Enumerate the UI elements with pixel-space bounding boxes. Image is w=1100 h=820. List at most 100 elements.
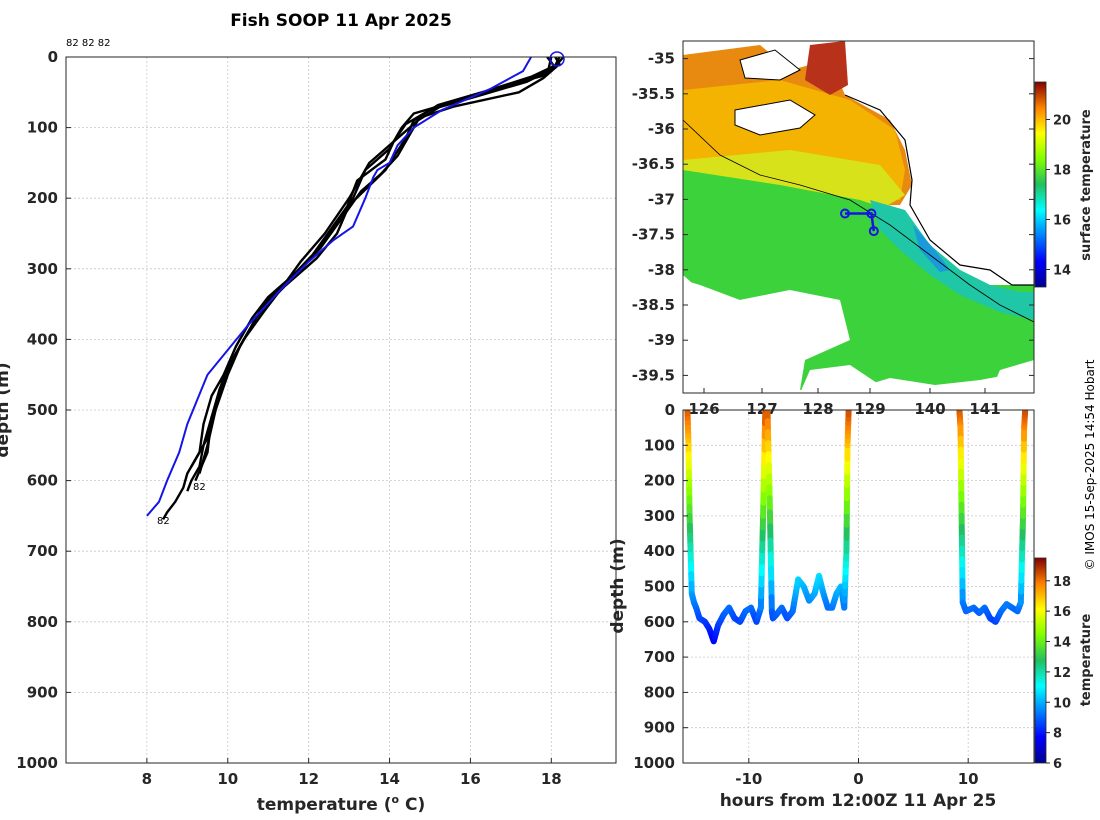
sst-map-panel: -35 -35.5 -36 -36.5 -37 -37.5 -38 -38.5 -39 -39.5… (632, 40, 1094, 418)
depth-time-xlabel: hours from 12:00Z 11 Apr 25 (720, 791, 997, 811)
map-y-tick-label: -35.5 (632, 85, 675, 103)
credit-text: © IMOS 15-Sep-2025 14:54 Hobart (1083, 359, 1097, 570)
temp-cbar-tick-label: 14 (1053, 636, 1071, 651)
map-y-tick-label: -37.5 (632, 226, 675, 244)
temp-cbar-tick-label: 10 (1053, 696, 1071, 711)
profile-id-label: 82 (193, 482, 206, 493)
sst-cbar-tick-label: 14 (1053, 264, 1071, 279)
dt-y-tick-label: 400 (644, 542, 675, 560)
map-x-tick-label: 129 (854, 400, 885, 418)
dt-y-tick-label: 200 (644, 472, 675, 490)
y-tick-label: 300 (27, 260, 58, 278)
dt-y-tick-label: 600 (644, 613, 675, 631)
profile-panel: 8 10 12 14 16 18 0 100 200 300 400 500 600 700 800 900 1… (0, 38, 617, 815)
sst-cbar-tick-label: 16 (1053, 214, 1071, 229)
y-tick-label: 900 (27, 683, 58, 701)
profile-xlabel: temperature (o C) (257, 793, 426, 815)
y-tick-label: 400 (27, 330, 58, 348)
dt-y-tick-label: 100 (644, 436, 675, 454)
y-tick-label: 700 (27, 542, 58, 560)
dt-y-tick-label: 0 (665, 401, 675, 419)
map-x-tick-label: 128 (802, 400, 833, 418)
sst-colorbar-ticks: 14 16 18 20 (1046, 114, 1071, 279)
profile-ids-top: 82 82 82 (66, 38, 111, 49)
sst-cbar-tick-label: 20 (1053, 114, 1071, 129)
map-axes-frame (682, 40, 1035, 394)
profile-line (194, 57, 553, 482)
temp-cbar-tick-label: 16 (1053, 605, 1071, 620)
hot-sst-patch (805, 41, 848, 95)
track-station (866, 208, 877, 219)
temperature-colorbar-ticks: 6 8 10 12 14 16 18 (1046, 575, 1071, 772)
sst-colorbar (1034, 81, 1047, 288)
temperature-colorbar (1034, 557, 1047, 764)
temp-cbar-tick-label: 18 (1053, 575, 1071, 590)
x-tick-label: 18 (541, 770, 562, 788)
track-station (868, 226, 879, 237)
map-y-tick-label: -38.5 (632, 296, 675, 314)
profile-ylabel: depth (m) (0, 362, 13, 457)
land-mass (734, 99, 816, 136)
map-y-tick-label: -35 (648, 50, 675, 68)
map-x-tick-label: 126 (688, 400, 719, 418)
sst-colorbar-label: surface temperature (1079, 109, 1094, 261)
figure-title: Fish SOOP 11 Apr 2025 (230, 11, 452, 31)
y-tick-label: 500 (27, 401, 58, 419)
y-tick-label: 600 (27, 472, 58, 490)
land-mass (739, 49, 801, 81)
y-tick-label: 100 (27, 119, 58, 137)
profile-series (146, 57, 565, 520)
map-ticks: -35 -35.5 -36 -36.5 -37 -37.5 -38 -38.5 -39 -39.5… (632, 50, 1034, 418)
dt-y-tick-label: 500 (644, 578, 675, 596)
profile-line (162, 57, 561, 520)
map-x-tick-label: 141 (969, 400, 1000, 418)
cloud-gap (683, 275, 790, 305)
x-tick-label: 10 (217, 770, 238, 788)
cloud-gap (800, 365, 880, 393)
sst-cbar-tick-label: 18 (1053, 164, 1071, 179)
dt-x-tick-label: -10 (735, 770, 762, 788)
map-y-tick-label: -38 (648, 261, 675, 279)
cool-sst-region (683, 170, 1034, 390)
x-tick-label: 8 (142, 770, 152, 788)
temperature-colorbar-label: temperature (1079, 614, 1094, 707)
y-tick-label: 1000 (16, 754, 58, 772)
profile-line (190, 57, 561, 468)
profile-ticks: 8 10 12 14 16 18 0 100 200 300 400 500 600 700 800 900 1… (16, 48, 561, 788)
dt-y-tick-label: 800 (644, 683, 675, 701)
map-x-tick-label: 127 (746, 400, 777, 418)
track-line (845, 212, 876, 232)
map-y-tick-label: -36 (648, 120, 675, 138)
depth-time-trace (684, 410, 1029, 645)
map-y-tick-label: -37 (648, 190, 675, 208)
dt-y-tick-label: 1000 (633, 754, 675, 772)
y-tick-label: 200 (27, 189, 58, 207)
map-y-tick-label: -39 (648, 331, 675, 349)
dt-y-tick-label: 700 (644, 648, 675, 666)
map-y-tick-label: -36.5 (632, 155, 675, 173)
track-station (840, 208, 850, 219)
dt-y-tick-label: 900 (644, 719, 675, 737)
y-tick-label: 0 (48, 48, 58, 66)
cloud-gap (990, 360, 1034, 393)
profile-line (198, 57, 565, 474)
temp-cbar-tick-label: 6 (1053, 757, 1062, 772)
x-tick-label: 16 (460, 770, 481, 788)
profile-line (146, 57, 532, 517)
profile-axes-frame (65, 56, 617, 764)
y-tick-label: 800 (27, 613, 58, 631)
temp-cbar-tick-label: 12 (1053, 666, 1071, 681)
profile-grid (66, 56, 616, 764)
depth-time-grid (683, 409, 1034, 764)
coastline (844, 94, 1034, 286)
dt-y-tick-label: 300 (644, 507, 675, 525)
x-tick-label: 14 (379, 770, 400, 788)
surface-start-marker (549, 51, 565, 67)
ship-track (840, 208, 879, 237)
map-x-tick-label: 140 (914, 400, 945, 418)
profile-line (186, 57, 557, 492)
depth-time-ylabel: depth (m) (608, 538, 628, 633)
